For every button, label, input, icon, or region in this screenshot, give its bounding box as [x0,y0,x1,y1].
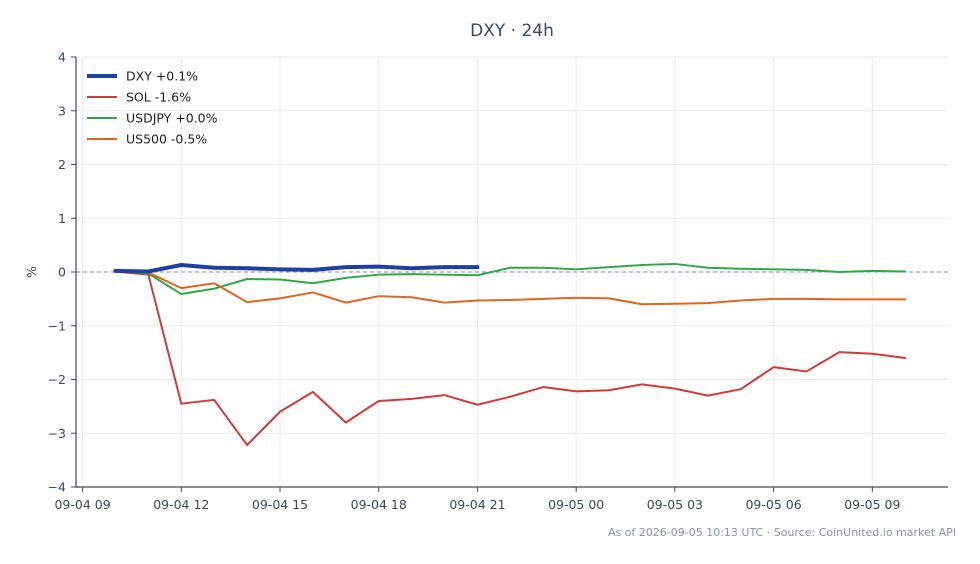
y-tick-label: 2 [58,157,66,172]
y-tick-label: −3 [48,426,66,441]
legend-label: SOL -1.6% [126,90,191,105]
x-tick-label: 09-05 06 [745,497,801,512]
y-tick-label: −1 [48,318,66,333]
series-line-usdjpy [114,262,907,296]
x-axis-ticks: 09-04 09 09-04 12 09-04 15 09-04 18 09-04 21… [54,487,900,512]
source-footer: As of 2026-09-05 10:13 UTC · Source: Coi… [607,526,956,539]
legend-label: US500 -0.5% [126,132,207,147]
x-tick-label: 09-04 18 [351,497,407,512]
y-tick-label: −2 [48,372,66,387]
chart-title: DXY · 24h [470,21,554,41]
x-tick-label: 09-04 15 [252,497,308,512]
y-tick-label: 1 [58,211,66,226]
legend-label: DXY +0.1% [126,69,198,84]
x-tick-label: 09-05 03 [647,497,703,512]
y-tick-label: 4 [58,50,66,65]
x-tick-label: 09-04 09 [54,497,110,512]
series-line-sol [114,270,907,447]
legend-label: USDJPY +0.0% [126,111,218,126]
y-axis-ticks: −4 −3 −2 −1 0 1 2 3 4 [48,50,76,495]
y-tick-label: −4 [48,480,66,495]
series-line-us500 [114,269,907,306]
x-tick-label: 09-05 09 [844,497,900,512]
series-lines [113,262,907,447]
legend: DXY +0.1% SOL -1.6% USDJPY +0.0% US500 -0.5… [87,69,218,147]
x-tick-label: 09-05 00 [548,497,604,512]
series-line-dxy [113,263,480,274]
x-tick-label: 09-04 21 [449,497,505,512]
y-tick-label: 3 [58,103,66,118]
y-axis-label: % [24,266,39,278]
x-tick-label: 09-04 12 [153,497,209,512]
y-tick-label: 0 [58,265,66,280]
